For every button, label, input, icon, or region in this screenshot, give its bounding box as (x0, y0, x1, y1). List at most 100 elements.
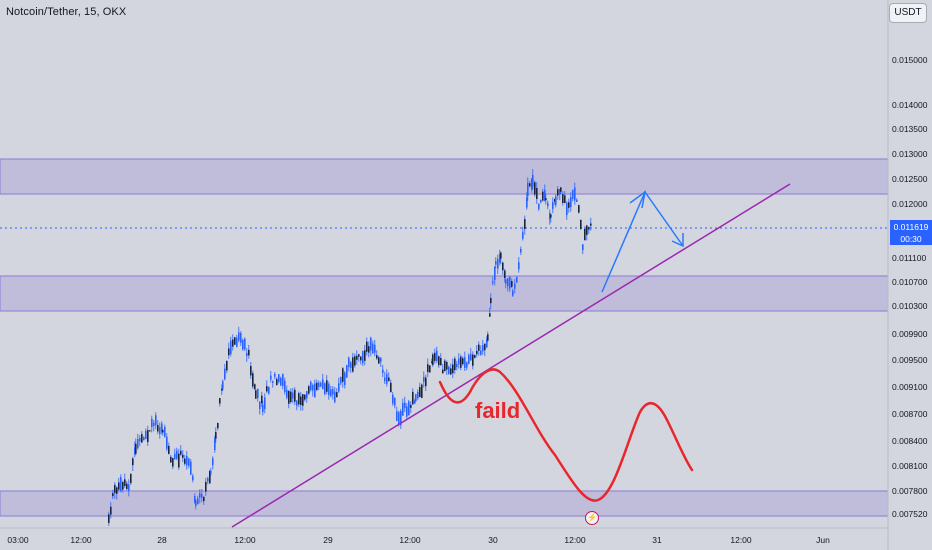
candle-body (254, 384, 256, 390)
candle-body (512, 290, 514, 296)
candle-body (415, 394, 417, 402)
candle-body (552, 202, 554, 209)
candle-body (474, 355, 476, 358)
candle-body (562, 194, 564, 203)
candle-body (547, 203, 549, 207)
candle-body (388, 377, 390, 381)
candle-body (300, 396, 302, 406)
candle-body (532, 174, 534, 187)
candle-body (137, 439, 139, 449)
price-label: 0.007800 (892, 486, 928, 496)
candle-body (203, 496, 205, 502)
candle-body (210, 470, 212, 474)
price-label: 0.009900 (892, 329, 928, 339)
candle-body (261, 395, 263, 404)
candle-body (362, 351, 364, 364)
candle-body (153, 422, 155, 426)
candle-body (116, 487, 118, 494)
candle-body (495, 261, 497, 265)
arrowhead-up (629, 190, 647, 209)
candle-body (487, 334, 489, 341)
time-label: Jun (816, 535, 830, 545)
candle-body (545, 198, 547, 201)
candle-body (324, 383, 326, 394)
candle-body (326, 380, 328, 392)
candle-body (480, 350, 482, 355)
candle-body (122, 481, 124, 490)
price-label: 0.008400 (892, 436, 928, 446)
candle-body (306, 391, 308, 399)
price-label: 0.012500 (892, 174, 928, 184)
currency-button[interactable]: USDT (889, 3, 927, 23)
price-label: 0.008100 (892, 461, 928, 471)
candle-body (360, 356, 362, 361)
candle-body (205, 481, 207, 492)
candle-body (582, 244, 584, 251)
candle-body (224, 368, 226, 380)
candle-body (392, 394, 394, 404)
candle-body (464, 357, 466, 368)
candle-body (550, 214, 552, 218)
candle-body (143, 437, 145, 441)
candle-body (448, 366, 450, 374)
candle-body (126, 483, 128, 489)
price-label: 0.009100 (892, 382, 928, 392)
candle-body (442, 369, 444, 374)
price-label: 0.011100 (892, 253, 927, 263)
candle-body (444, 360, 446, 372)
price-label: 0.012000 (892, 199, 928, 209)
candle-body (564, 195, 566, 204)
candle-body (221, 388, 223, 391)
candle-body (182, 454, 184, 458)
candle-body (509, 276, 511, 289)
candle-body (197, 498, 199, 505)
price-label: 0.007520 (892, 509, 928, 519)
candle-body (417, 391, 419, 399)
candle-body (570, 197, 572, 207)
middle-zone (0, 275, 889, 312)
candle-body (578, 205, 580, 213)
price-label: 0.015000 (892, 55, 928, 65)
time-label: 12:00 (70, 535, 92, 545)
candle-body (560, 187, 562, 192)
lightning-icon[interactable]: ⚡ (585, 511, 599, 525)
candle-body (454, 358, 456, 371)
candle-body (507, 278, 509, 287)
candle-body (549, 213, 551, 220)
candle-body (466, 362, 468, 368)
candle-body (423, 376, 425, 382)
candle-body (180, 450, 182, 455)
candle-body (586, 225, 588, 235)
candle-body (332, 388, 334, 395)
time-label: 28 (157, 535, 167, 545)
candle-body (257, 388, 259, 398)
price-label: 0.013500 (892, 124, 928, 134)
candle-body (468, 354, 470, 364)
candle-body (164, 426, 166, 437)
candle-body (147, 430, 149, 443)
candle-body (170, 456, 172, 463)
candle-body (157, 425, 159, 432)
candle-body (266, 386, 268, 392)
candle-body (192, 475, 194, 481)
candle-body (215, 432, 217, 439)
candle-body (282, 374, 284, 386)
candle-body (576, 199, 578, 202)
candle-body (478, 344, 480, 351)
candle-body (246, 353, 248, 357)
candle-body (354, 356, 356, 366)
candle-body (174, 453, 176, 460)
time-label: 03:00 (7, 535, 29, 545)
candle-body (212, 458, 214, 466)
candle-body (408, 401, 410, 416)
candlestick-series (108, 169, 592, 526)
candle-body (568, 202, 570, 208)
candle-body (390, 382, 392, 393)
candle-body (372, 343, 374, 354)
candle-body (425, 377, 427, 387)
candle-body (398, 412, 400, 424)
failed-path (438, 368, 694, 502)
candle-body (162, 430, 164, 433)
candle-body (178, 453, 180, 468)
